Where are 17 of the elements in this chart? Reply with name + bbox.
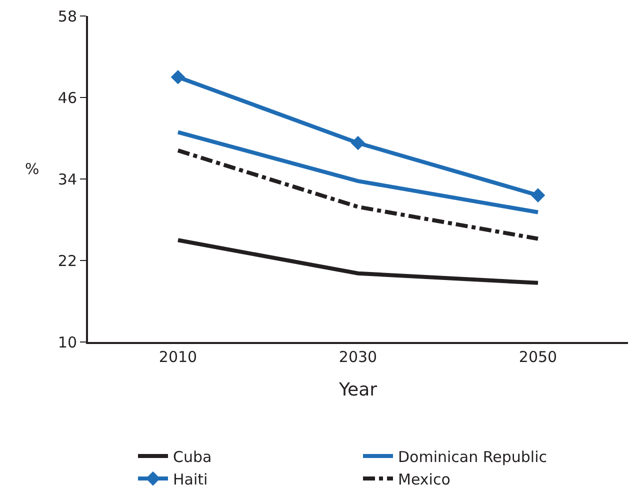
y-tick-label: 22 bbox=[58, 252, 77, 270]
legend-label: Dominican Republic bbox=[398, 448, 548, 466]
x-tick-label: 2010 bbox=[158, 348, 198, 366]
x-tick-label: 2050 bbox=[518, 348, 558, 366]
y-tick-label: 58 bbox=[58, 7, 77, 26]
y-tick-label: 34 bbox=[58, 170, 77, 188]
x-tick-label: 2030 bbox=[338, 348, 378, 366]
x-axis-title: Year bbox=[338, 380, 378, 401]
point bbox=[170, 70, 186, 84]
point bbox=[530, 188, 546, 202]
point bbox=[350, 136, 366, 150]
y-axis-title: % bbox=[25, 160, 40, 178]
y-tick-label: 10 bbox=[58, 333, 77, 352]
y-tick-label: 46 bbox=[58, 88, 77, 107]
legend-label: Cuba bbox=[173, 448, 212, 466]
legend-label: Haiti bbox=[173, 470, 208, 488]
legend-label: Mexico bbox=[398, 470, 450, 488]
